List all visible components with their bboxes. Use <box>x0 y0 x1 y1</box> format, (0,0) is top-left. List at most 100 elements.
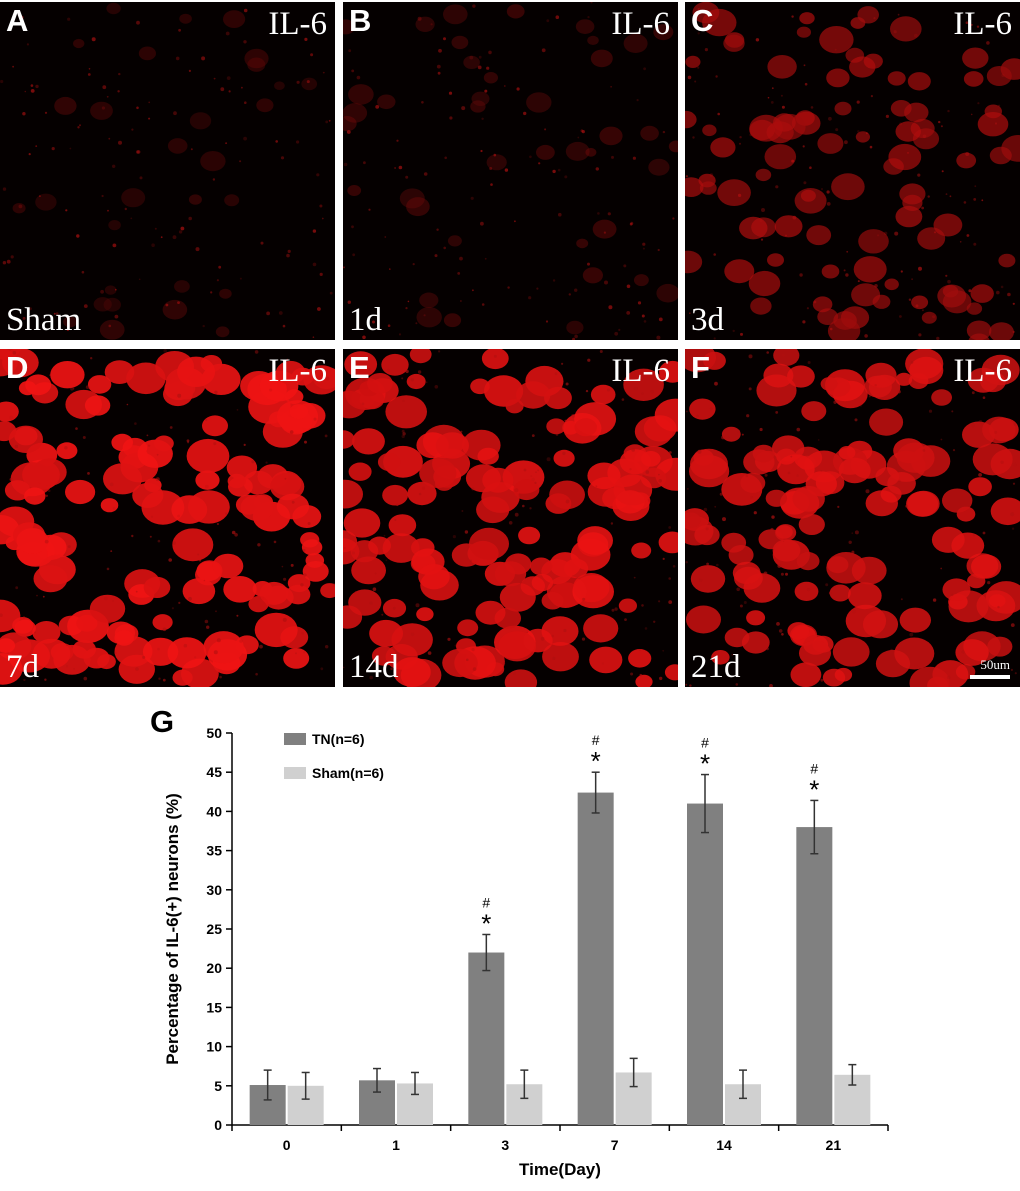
neuron-cell <box>592 219 617 239</box>
neuron-cell <box>640 125 659 141</box>
neuron-cell <box>409 349 432 364</box>
speckle <box>761 208 765 212</box>
neuron-cell <box>227 473 246 489</box>
speckle <box>621 398 625 401</box>
speckle <box>745 474 749 478</box>
speckle <box>486 66 490 70</box>
speckle <box>531 477 535 482</box>
timepoint-label: 7d <box>6 649 39 685</box>
neuron-cell <box>484 375 524 407</box>
timepoint-label: 14d <box>349 649 399 685</box>
neuron-cell <box>0 401 19 422</box>
speckle <box>555 15 560 19</box>
speckle <box>826 190 830 194</box>
neuron-cell <box>812 296 833 313</box>
neuron-cell <box>887 71 906 86</box>
neuron-cell <box>907 72 931 91</box>
speckle <box>418 492 422 496</box>
speckle <box>915 304 919 308</box>
neuron-cell <box>577 526 613 555</box>
speckle <box>177 301 180 304</box>
speckle <box>834 48 837 51</box>
neuron-cell <box>167 637 207 669</box>
speckle <box>190 148 193 151</box>
speckle <box>803 181 807 185</box>
speckle <box>378 660 383 664</box>
neuron-cell <box>248 596 269 613</box>
speckle <box>545 320 549 323</box>
speckle <box>201 56 206 61</box>
speckle <box>753 511 757 515</box>
speckle <box>24 90 27 93</box>
speckle <box>947 109 950 113</box>
neuron-cell <box>685 177 704 197</box>
neuron-cell <box>418 564 450 590</box>
speckle <box>922 134 927 139</box>
speckle <box>361 402 365 406</box>
speckle <box>369 675 373 680</box>
speckle <box>405 369 409 374</box>
neuron-cell <box>256 98 274 113</box>
speckle <box>697 32 700 35</box>
neuron-cell <box>382 484 408 506</box>
speckle <box>204 619 209 624</box>
speckle <box>658 317 663 322</box>
speckle <box>162 678 166 682</box>
speckle <box>108 137 111 140</box>
speckle <box>735 683 739 686</box>
speckle <box>114 651 117 655</box>
speckle <box>865 132 868 135</box>
neuron-cell <box>419 292 439 308</box>
speckle <box>2 187 7 191</box>
speckle <box>23 678 26 682</box>
neuron-cell <box>275 360 306 385</box>
stain-marker-label: IL-6 <box>268 353 327 389</box>
speckle <box>736 587 740 592</box>
neuron-cell <box>152 614 173 631</box>
speckle <box>490 183 493 186</box>
significance-hash: # <box>482 894 490 910</box>
speckle <box>477 65 482 70</box>
panel-label: F <box>691 350 710 385</box>
speckle <box>759 427 763 432</box>
speckle <box>30 84 34 87</box>
speckle <box>368 208 371 211</box>
speckle <box>898 479 901 482</box>
speckle <box>922 449 926 452</box>
speckle <box>590 2 593 4</box>
neuron-cell <box>270 472 305 501</box>
speckle <box>587 358 591 362</box>
neuron-cell <box>724 259 755 284</box>
speckle <box>775 185 779 189</box>
speckle <box>614 607 618 611</box>
neuron-cell <box>118 654 155 684</box>
speckle <box>324 434 328 438</box>
neuron-cell <box>106 2 121 15</box>
speckle <box>218 265 222 269</box>
speckle <box>64 446 68 450</box>
speckle <box>49 374 52 376</box>
speckle <box>555 433 559 436</box>
speckle <box>312 229 317 233</box>
neuron-cell <box>685 512 701 528</box>
speckle <box>974 185 977 188</box>
speckle <box>738 193 742 197</box>
neuron-cell <box>887 472 916 495</box>
neuron-cell <box>132 482 164 508</box>
speckle <box>374 572 377 575</box>
speckle <box>835 128 839 132</box>
neuron-cell <box>399 188 425 209</box>
speckle <box>595 167 599 171</box>
speckle <box>732 329 735 333</box>
speckle <box>76 234 80 238</box>
neuron-cell <box>690 565 726 593</box>
speckle <box>1010 512 1015 517</box>
speckle <box>351 551 355 555</box>
neuron-cell <box>732 561 761 585</box>
neuron-cell <box>531 574 554 592</box>
speckle <box>630 672 634 676</box>
speckle <box>577 136 580 139</box>
speckle <box>503 662 506 665</box>
neuron-cell <box>546 418 567 435</box>
neuron-cell <box>343 605 363 629</box>
